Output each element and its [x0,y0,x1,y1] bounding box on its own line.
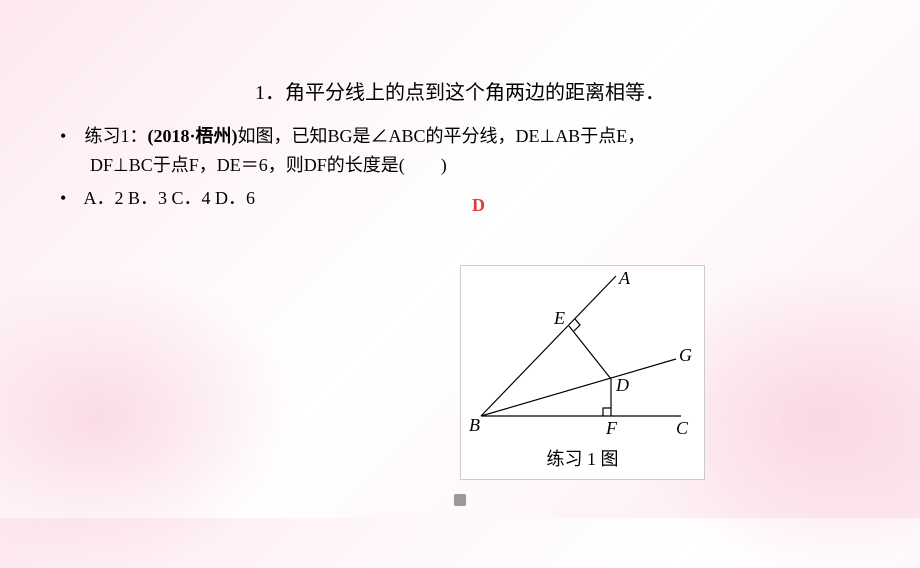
exercise-text-1: 如图，已知BG是∠ABC的平分线，DE⊥AB于点E， [238,126,646,146]
right-angle-F [603,408,611,416]
line-DE [569,326,611,379]
line-BA [481,276,616,416]
exercise-text: • 练习1：(2018·梧州)如图，已知BG是∠ABC的平分线，DE⊥AB于点E… [60,122,860,151]
answer-mark: D [472,195,485,216]
content-block: • 练习1：(2018·梧州)如图，已知BG是∠ABC的平分线，DE⊥AB于点E… [60,122,860,210]
label-B: B [469,415,480,435]
bullet-1: • [60,122,80,151]
options-text: A．2 B．3 C．4 D．6 [84,188,256,208]
exercise-text-2: DF⊥BC于点F，DE＝6，则DF的长度是( ) [60,151,860,180]
bullet-2: • [60,188,80,209]
options-line: • A．2 B．3 C．4 D．6 [60,184,860,210]
geometry-diagram: A B C D E F G [461,266,706,451]
exercise-source: (2018·梧州) [148,126,238,146]
label-C: C [676,418,689,438]
label-A: A [618,268,631,288]
figure-container: A B C D E F G 练习 1 图 [460,265,705,480]
page-title: 1．角平分线上的点到这个角两边的距离相等． [0,76,920,105]
exercise-prefix: 练习1： [85,126,148,146]
label-F: F [605,418,618,438]
label-E: E [553,308,565,328]
bg-decoration-left [0,268,300,568]
figure-caption: 练习 1 图 [461,445,704,471]
page-indicator-icon [454,494,466,506]
line-BG [481,359,676,416]
right-angle-E [574,319,580,331]
label-D: D [615,375,629,395]
label-G: G [679,345,692,365]
